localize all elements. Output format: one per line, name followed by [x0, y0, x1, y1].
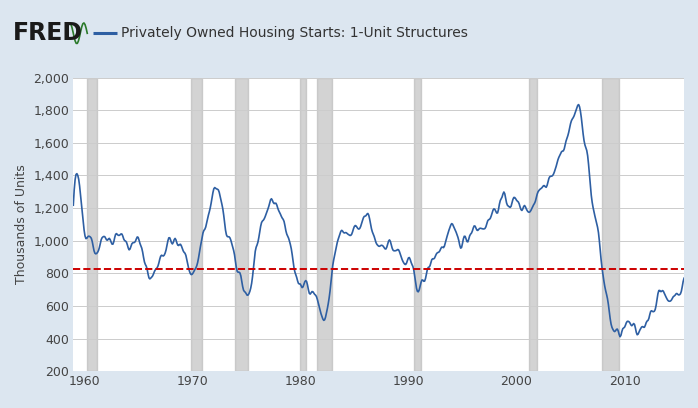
Bar: [316, 78, 332, 371]
Bar: [191, 78, 202, 371]
Text: FRED: FRED: [13, 21, 82, 45]
Bar: [414, 78, 421, 371]
Bar: [602, 78, 619, 371]
Bar: [300, 78, 306, 371]
Bar: [235, 78, 248, 371]
Bar: [87, 78, 97, 371]
Text: Privately Owned Housing Starts: 1-Unit Structures: Privately Owned Housing Starts: 1-Unit S…: [121, 26, 468, 40]
Y-axis label: Thousands of Units: Thousands of Units: [15, 164, 28, 284]
Bar: [529, 78, 537, 371]
